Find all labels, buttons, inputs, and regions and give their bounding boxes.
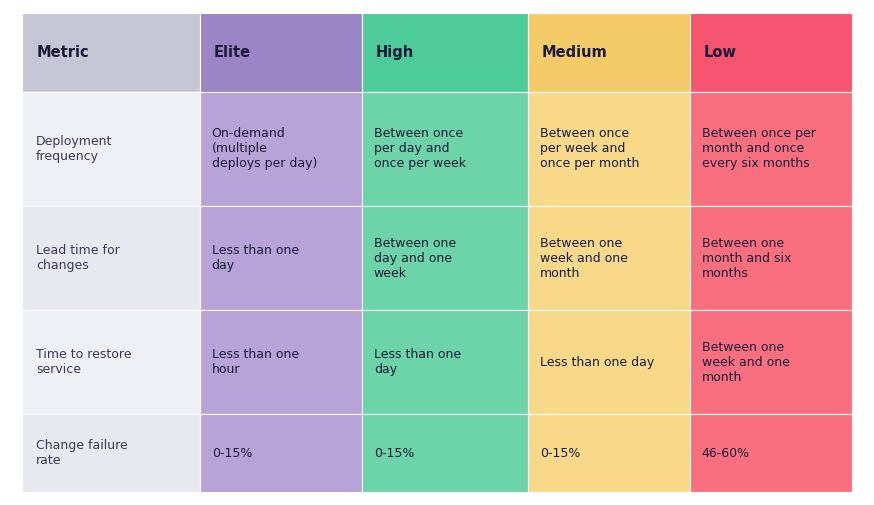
Bar <box>529 206 690 310</box>
Text: Between one
month and six
months: Between one month and six months <box>702 237 791 280</box>
Bar <box>200 206 363 310</box>
Bar <box>200 13 363 91</box>
Bar <box>200 91 363 206</box>
Bar <box>529 13 690 91</box>
Bar <box>529 414 690 492</box>
Text: Metric: Metric <box>36 44 89 60</box>
Bar <box>22 91 200 206</box>
Text: Between once per
month and once
every six months: Between once per month and once every si… <box>702 127 815 170</box>
Bar <box>690 206 852 310</box>
Bar <box>362 91 529 206</box>
Bar <box>362 310 529 414</box>
Text: Less than one
day: Less than one day <box>212 244 299 272</box>
Text: Less than one day: Less than one day <box>539 356 654 369</box>
Text: Between one
week and one
month: Between one week and one month <box>539 237 628 280</box>
Bar <box>22 206 200 310</box>
Text: 46-60%: 46-60% <box>702 447 750 460</box>
Text: Between once
per week and
once per month: Between once per week and once per month <box>539 127 639 170</box>
Text: Low: Low <box>704 44 736 60</box>
Text: 0-15%: 0-15% <box>212 447 252 460</box>
Text: 0-15%: 0-15% <box>539 447 580 460</box>
Text: Between one
week and one
month: Between one week and one month <box>702 340 789 383</box>
Bar <box>200 414 363 492</box>
Text: Time to restore
service: Time to restore service <box>36 348 132 376</box>
Bar <box>529 310 690 414</box>
Text: On-demand
(multiple
deploys per day): On-demand (multiple deploys per day) <box>212 127 317 170</box>
Text: Lead time for
changes: Lead time for changes <box>36 244 120 272</box>
Bar <box>362 13 529 91</box>
Bar <box>690 91 852 206</box>
Bar <box>200 310 363 414</box>
Bar <box>22 310 200 414</box>
Text: 0-15%: 0-15% <box>374 447 414 460</box>
Bar <box>690 310 852 414</box>
Bar <box>362 206 529 310</box>
Bar <box>690 414 852 492</box>
Text: Medium: Medium <box>541 44 607 60</box>
Bar <box>22 414 200 492</box>
Text: Elite: Elite <box>213 44 251 60</box>
Bar <box>690 13 852 91</box>
Text: Less than one
hour: Less than one hour <box>212 348 299 376</box>
Text: Change failure
rate: Change failure rate <box>36 439 128 467</box>
Text: Between one
day and one
week: Between one day and one week <box>374 237 456 280</box>
Bar <box>362 414 529 492</box>
Text: Less than one
day: Less than one day <box>374 348 461 376</box>
Text: High: High <box>376 44 413 60</box>
Bar <box>529 91 690 206</box>
Text: Deployment
frequency: Deployment frequency <box>36 135 113 163</box>
Text: Between once
per day and
once per week: Between once per day and once per week <box>374 127 466 170</box>
Bar <box>22 13 200 91</box>
